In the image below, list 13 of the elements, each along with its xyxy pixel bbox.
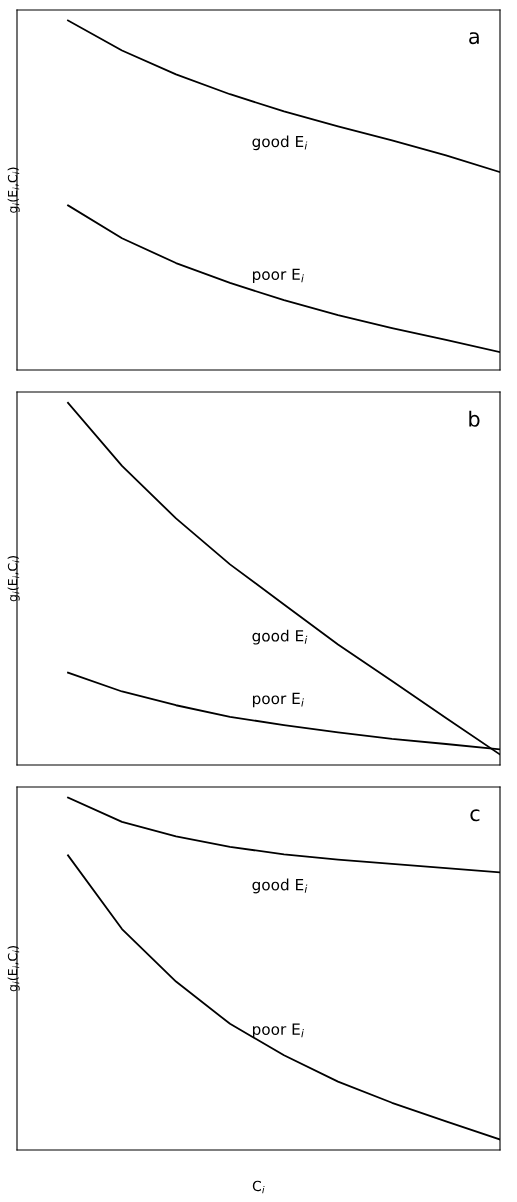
x-axis-title: C$_{i}$ [252,1180,265,1194]
y-axis-title: g$_{i}$(E$_{i}$,C$_{i}$) [7,167,20,213]
series-label: good E$_{i}$ [252,878,308,894]
annotation: c [470,809,480,822]
y-axis-title: g$_{i}$(E$_{i}$,C$_{i}$) [7,556,20,602]
series-label: good E$_{i}$ [252,629,308,645]
series-label: good E$_{i}$ [252,135,308,151]
series-label: poor E$_{i}$ [252,692,304,708]
y-axis-title: g$_{i}$(E$_{i}$,C$_{i}$) [7,946,20,992]
annotation: a [469,32,479,45]
series-label: poor E$_{i}$ [252,268,304,283]
series-label: poor E$_{i}$ [252,1023,304,1038]
annotation: b [469,410,480,427]
